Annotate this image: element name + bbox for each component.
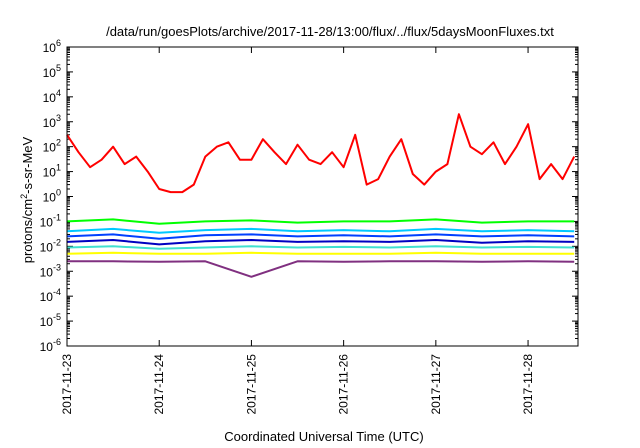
y-tick-label: 10-2 (40, 237, 61, 254)
y-tick-label: 10-1 (40, 212, 61, 229)
series-line-6 (66, 251, 575, 255)
series-line-7 (67, 260, 575, 278)
y-tick-label: 10-6 (40, 337, 61, 354)
y-tick-label: 105 (43, 63, 61, 80)
y-tick-label: 103 (43, 113, 61, 130)
series-line-2 (66, 227, 575, 234)
series-line-3 (66, 233, 575, 240)
chart-title: /data/run/goesPlots/archive/2017-11-28/1… (106, 24, 554, 39)
y-tick-label: 10-5 (40, 312, 61, 329)
y-tick-label: 102 (43, 138, 61, 155)
x-tick-label: 2017-11-23 (60, 354, 74, 415)
y-tick-label: 10-4 (40, 287, 61, 304)
series-line-0 (66, 113, 576, 194)
y-axis-label: protons/cm2-s-sr-MeV (19, 136, 35, 263)
y-tick-label: 101 (43, 163, 61, 180)
x-tick-label: 2017-11-27 (429, 354, 443, 415)
series-line-4 (66, 239, 575, 246)
plot-frame (66, 46, 579, 347)
series-line-1 (66, 218, 575, 225)
x-tick-label: 2017-11-28 (521, 354, 535, 415)
x-axis-label: Coordinated Universal Time (UTC) (224, 429, 423, 444)
y-tick-label: 104 (43, 88, 61, 105)
y-tick-label: 100 (43, 188, 61, 205)
y-tick-label: 10-3 (40, 262, 61, 279)
x-tick-label: 2017-11-24 (152, 354, 166, 415)
x-tick-label: 2017-11-26 (337, 354, 351, 415)
x-tick-label: 2017-11-25 (244, 354, 258, 415)
y-tick-label: 106 (43, 38, 61, 55)
series-line-5 (66, 245, 575, 250)
